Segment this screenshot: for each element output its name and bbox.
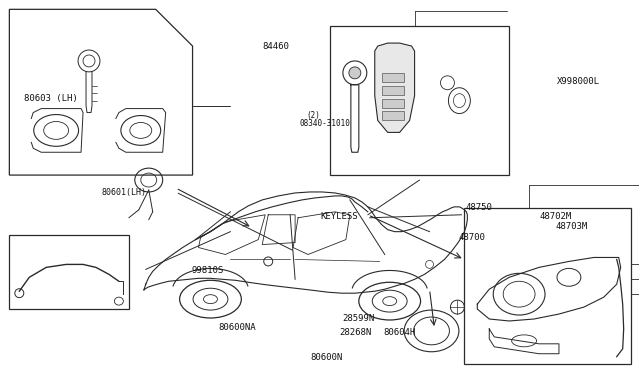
Text: KEYLESS: KEYLESS <box>320 212 358 221</box>
Bar <box>381 86 404 95</box>
Text: 28268N: 28268N <box>339 328 371 337</box>
Bar <box>330 26 509 175</box>
Text: 80600N: 80600N <box>310 353 342 362</box>
Text: 80600NA: 80600NA <box>218 323 256 331</box>
Text: 08340-31010: 08340-31010 <box>300 119 351 128</box>
Polygon shape <box>375 43 415 132</box>
Bar <box>381 99 404 108</box>
Bar <box>465 208 630 364</box>
Text: 48702M: 48702M <box>540 212 572 221</box>
Text: 84460: 84460 <box>262 42 289 51</box>
Bar <box>381 73 404 82</box>
Text: 80601(LH): 80601(LH) <box>101 188 146 197</box>
Ellipse shape <box>349 67 361 79</box>
Bar <box>10 235 129 309</box>
Text: (2): (2) <box>306 111 320 121</box>
Text: 48750: 48750 <box>465 203 492 212</box>
Text: 80603 (LH): 80603 (LH) <box>24 94 78 103</box>
Text: 80604H: 80604H <box>384 328 416 337</box>
Text: 28599N: 28599N <box>342 314 374 323</box>
Bar <box>381 110 404 119</box>
Text: 48703M: 48703M <box>556 222 588 231</box>
Text: 99810S: 99810S <box>191 266 223 275</box>
Text: 48700: 48700 <box>459 233 486 242</box>
Text: X998000L: X998000L <box>557 77 600 86</box>
